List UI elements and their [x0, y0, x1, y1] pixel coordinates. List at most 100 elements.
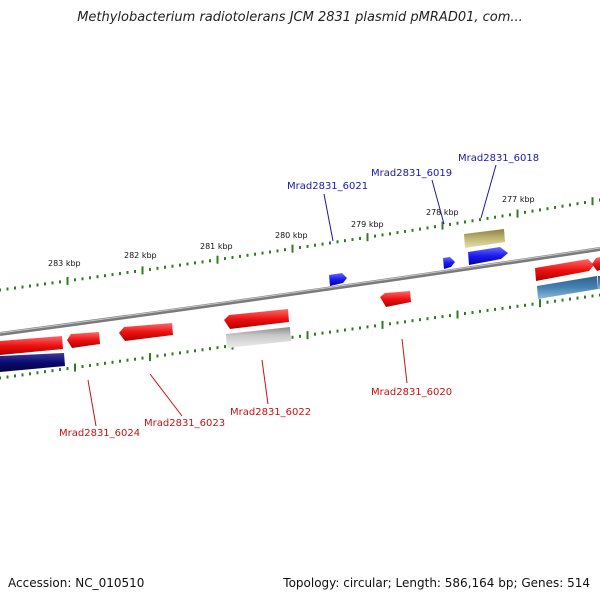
minor-tick [44, 282, 46, 286]
gene-arrow-mrad2831-6021[interactable] [329, 273, 347, 286]
minor-tick [81, 365, 84, 368]
leader-line-mrad2831-6018 [480, 164, 497, 219]
minor-tick [156, 354, 159, 358]
minor-tick [104, 274, 106, 278]
minor-tick [336, 240, 339, 244]
leader-line-mrad2831-6020 [401, 338, 408, 384]
minor-tick [569, 297, 571, 301]
gene-arrow-mrad2831-6019[interactable] [443, 257, 455, 269]
minor-tick [509, 305, 511, 309]
minor-tick [29, 284, 31, 288]
minor-tick [336, 329, 339, 333]
minor-tick [516, 304, 519, 308]
minor-tick [351, 238, 354, 241]
minor-tick [201, 348, 204, 352]
minor-tick [539, 208, 541, 212]
minor-tick [501, 306, 504, 310]
gene-label-mrad2831-6022[interactable]: Mrad2831_6022 [230, 407, 311, 418]
minor-tick [186, 262, 189, 266]
minor-tick [576, 202, 579, 206]
minor-tick [591, 294, 594, 298]
minor-tick [51, 369, 54, 373]
minor-tick [126, 358, 129, 362]
minor-tick [299, 246, 301, 249]
minor-tick [231, 256, 234, 259]
minor-tick [584, 201, 586, 204]
minor-tick [374, 234, 376, 238]
minor-tick [374, 324, 376, 328]
major-tick [216, 255, 219, 264]
major-tick [539, 299, 541, 308]
minor-tick [246, 253, 249, 257]
gene-box-gray[interactable] [226, 327, 291, 348]
minor-tick [284, 248, 286, 252]
minor-tick [426, 226, 429, 230]
gene-label-mrad2831-6018[interactable]: Mrad2831_6018 [458, 153, 539, 164]
minor-tick [201, 260, 204, 264]
minor-tick [546, 300, 549, 304]
gene-arrow-mrad2831-6023[interactable] [119, 323, 173, 341]
minor-tick [509, 213, 511, 217]
minor-tick [66, 367, 69, 371]
minor-tick [419, 227, 421, 231]
minor-tick [344, 328, 346, 332]
minor-tick [36, 283, 39, 287]
minor-tick [396, 321, 399, 325]
minor-tick [96, 362, 99, 366]
minor-tick [404, 229, 406, 233]
minor-tick [479, 309, 481, 313]
gene-arrow-mrad2831-6024[interactable] [67, 332, 100, 348]
minor-tick [329, 241, 331, 245]
gene-box-steel[interactable] [537, 276, 598, 299]
gene-arrow-mrad2831-6020[interactable] [380, 291, 411, 307]
minor-tick [216, 346, 219, 350]
minor-tick [171, 352, 174, 356]
minor-tick [111, 360, 114, 364]
minor-tick [14, 374, 16, 378]
gene-arrow-left-edge[interactable] [0, 336, 63, 355]
minor-tick [239, 254, 241, 258]
leader-line-mrad2831-6022 [261, 359, 269, 405]
gene-arrow-edge[interactable] [592, 257, 600, 271]
minor-tick [36, 371, 39, 375]
tick-label: 280 kbp [275, 231, 308, 240]
tick-label: 277 kbp [502, 195, 535, 204]
minor-tick [276, 249, 279, 253]
gene-label-mrad2831-6021[interactable]: Mrad2831_6021 [287, 181, 368, 192]
minor-tick [224, 345, 226, 349]
minor-tick [254, 252, 256, 256]
minor-tick [164, 353, 166, 357]
gene-box-olive[interactable] [464, 229, 505, 248]
gene-arrow-mrad2831-6018[interactable] [468, 247, 508, 265]
minor-tick [119, 359, 121, 363]
minor-tick [194, 349, 196, 353]
minor-tick [561, 298, 564, 302]
minor-tick [449, 222, 451, 226]
minor-tick [359, 236, 361, 240]
gene-box-navy[interactable] [0, 353, 65, 372]
minor-tick [501, 214, 504, 218]
minor-tick [51, 281, 54, 285]
minor-tick [576, 296, 579, 300]
minor-tick [479, 218, 481, 222]
minor-tick [59, 368, 61, 372]
minor-tick [44, 370, 46, 374]
minor-tick [269, 250, 271, 254]
minor-tick [486, 216, 489, 220]
minor-tick [81, 277, 84, 281]
minor-tick [389, 232, 391, 236]
gene-arrow-mrad2831-6022[interactable] [224, 309, 289, 329]
gene-label-mrad2831-6024[interactable]: Mrad2831_6024 [59, 428, 140, 439]
minor-tick [291, 335, 294, 339]
gene-label-mrad2831-6019[interactable]: Mrad2831_6019 [371, 168, 452, 179]
minor-tick [119, 272, 121, 276]
tick-label: 281 kbp [200, 242, 233, 251]
gene-arrow-mrad2831-6017[interactable] [535, 259, 594, 281]
gene-label-mrad2831-6023[interactable]: Mrad2831_6023 [144, 418, 225, 429]
minor-tick [96, 275, 99, 279]
gene-label-mrad2831-6020[interactable]: Mrad2831_6020 [371, 387, 452, 398]
accession-text: Accession: NC_010510 [8, 576, 145, 590]
minor-tick [179, 263, 181, 267]
minor-tick [164, 265, 166, 269]
minor-tick [531, 209, 534, 213]
